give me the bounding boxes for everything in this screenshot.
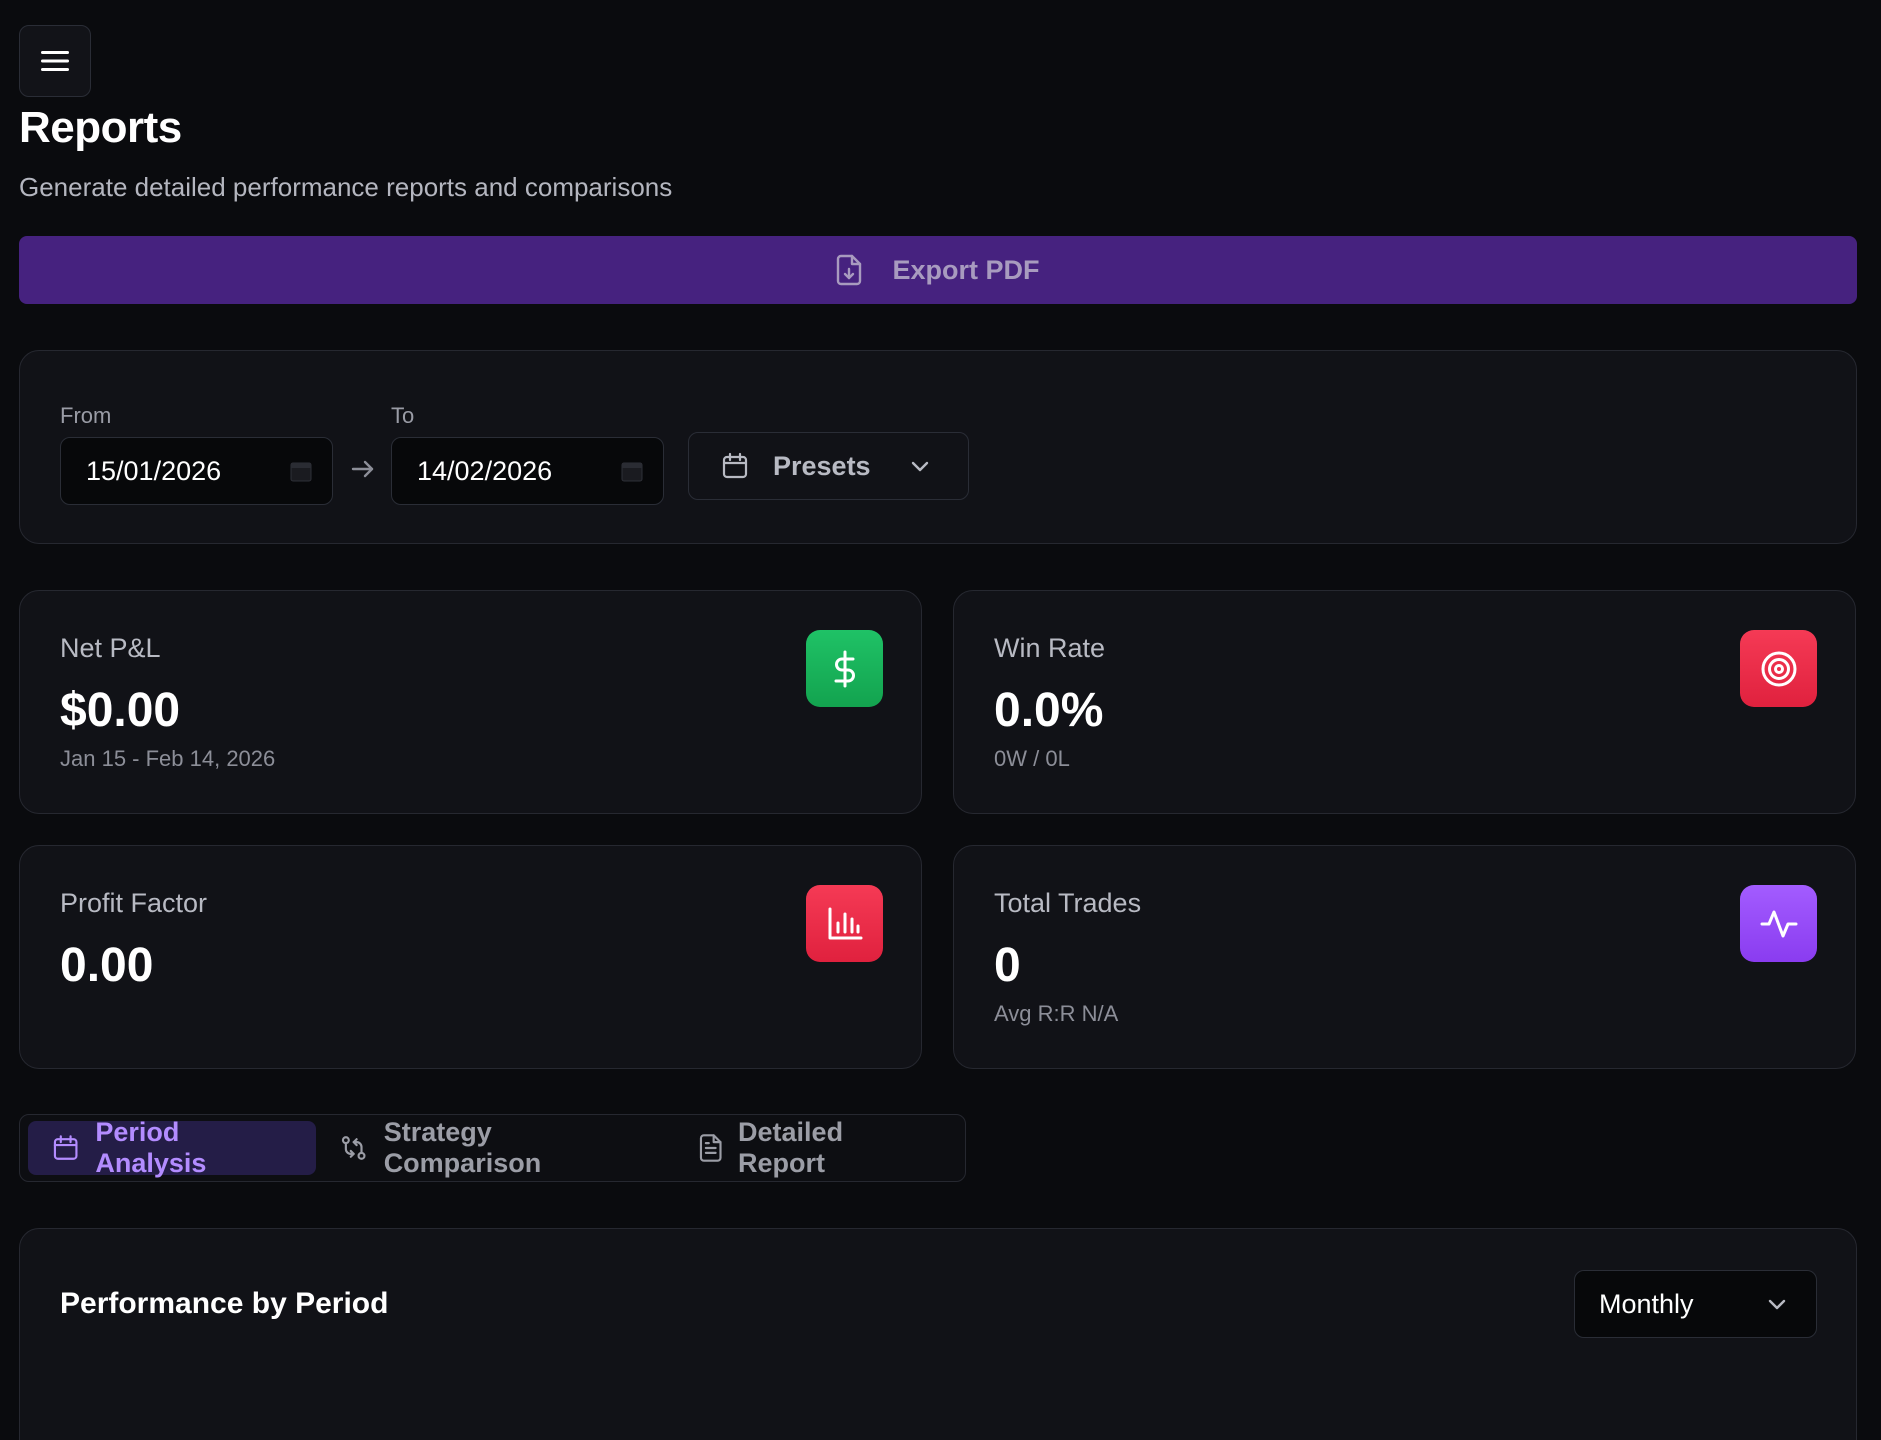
stat-value: 0.0% [994, 684, 1104, 737]
to-date-input[interactable]: 14/02/2026 [391, 437, 664, 505]
section-title: Performance by Period [60, 1287, 389, 1320]
stat-label: Profit Factor [60, 888, 208, 918]
presets-label: Presets [773, 450, 871, 481]
period-select-value: Monthly [1599, 1288, 1694, 1319]
stat-label: Win Rate [994, 633, 1106, 663]
period-select[interactable]: Monthly [1574, 1270, 1817, 1338]
git-compare-icon [342, 1136, 366, 1160]
page-subtitle: Generate detailed performance reports an… [19, 172, 673, 202]
stat-value: 0.00 [60, 939, 154, 992]
net-pnl-card: Net P&L $0.00 Jan 15 - Feb 14, 2026 [19, 590, 922, 814]
calendar-icon [722, 452, 748, 479]
tab-strategy-comparison[interactable]: Strategy Comparison [316, 1117, 674, 1178]
report-tabs: Period Analysis Strategy Comparison Deta… [19, 1114, 966, 1182]
tab-period-analysis[interactable]: Period Analysis [28, 1117, 317, 1178]
stat-sub: 0W / 0L [994, 746, 1070, 771]
stat-label: Total Trades [994, 888, 1142, 918]
from-label: From [60, 403, 112, 428]
tab-label: Detailed Report [738, 1117, 844, 1178]
date-filter-card: From 15/01/2026 To 14/02/2026 [19, 350, 1857, 544]
calendar-picker-icon[interactable] [290, 460, 312, 482]
arrow-right-icon [351, 460, 374, 478]
from-date-value: 15/01/2026 [86, 455, 222, 486]
performance-by-period-card: Performance by Period Monthly [19, 1228, 1857, 1440]
stat-value: $0.00 [60, 684, 181, 737]
from-date-input[interactable]: 15/01/2026 [60, 437, 333, 505]
tab-label: Period Analysis [95, 1117, 207, 1178]
bar-chart-icon [806, 885, 883, 962]
hamburger-menu-icon [41, 51, 69, 71]
tab-detailed-report[interactable]: Detailed Report [675, 1117, 957, 1178]
page-title: Reports [19, 103, 182, 152]
stat-sub: Jan 15 - Feb 14, 2026 [60, 746, 276, 771]
target-icon [1740, 630, 1817, 707]
export-pdf-button[interactable]: Export PDF [19, 236, 1857, 304]
export-pdf-label: Export PDF [892, 254, 1040, 285]
chevron-down-icon [1768, 1299, 1786, 1310]
file-text-icon [699, 1134, 722, 1162]
chevron-down-icon [911, 461, 928, 472]
stat-value: 0 [994, 939, 1021, 992]
tab-label: Strategy Comparison [383, 1117, 542, 1178]
stat-label: Net P&L [60, 633, 161, 663]
presets-dropdown[interactable]: Presets [688, 432, 969, 500]
win-rate-card: Win Rate 0.0% 0W / 0L [953, 590, 1856, 814]
total-trades-card: Total Trades 0 Avg R:R N/A [953, 845, 1856, 1069]
to-label: To [391, 403, 415, 428]
menu-button[interactable] [19, 25, 91, 97]
dollar-icon [806, 630, 883, 707]
profit-factor-card: Profit Factor 0.00 [19, 845, 922, 1069]
activity-icon [1740, 885, 1817, 962]
calendar-picker-icon[interactable] [621, 460, 643, 482]
calendar-icon [53, 1135, 78, 1160]
file-download-icon [837, 254, 862, 286]
to-date-value: 14/02/2026 [417, 455, 553, 486]
stat-sub: Avg R:R N/A [994, 1001, 1119, 1026]
